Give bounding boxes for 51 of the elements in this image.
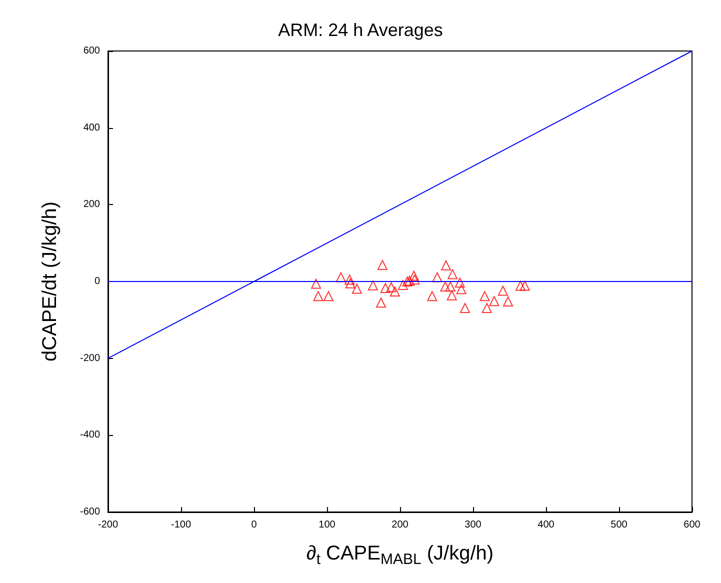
point	[352, 284, 362, 294]
point	[454, 278, 465, 288]
y-tick-label: 200	[83, 199, 100, 210]
point	[313, 291, 324, 302]
x-tick-label: 400	[538, 520, 555, 530]
point	[386, 282, 396, 292]
point	[482, 303, 492, 314]
y-tick-label: 400	[83, 122, 100, 134]
point	[376, 298, 386, 308]
x-tick-label: 0	[251, 520, 258, 530]
point	[377, 260, 388, 270]
point	[480, 291, 490, 302]
y-tick-label: 600	[83, 46, 100, 56]
point	[456, 284, 466, 294]
x-tick-label: 200	[392, 520, 409, 530]
x-tick-label: 500	[610, 520, 628, 530]
point	[390, 286, 400, 296]
point	[440, 281, 450, 292]
x-tick-label: -200	[98, 520, 118, 530]
y-tick-label: -200	[80, 352, 100, 364]
point	[345, 278, 356, 288]
point	[432, 272, 442, 282]
point	[460, 303, 470, 314]
point	[344, 274, 355, 285]
point	[520, 280, 530, 291]
point	[446, 290, 457, 300]
point	[368, 280, 378, 290]
point	[448, 269, 458, 280]
point	[489, 296, 500, 306]
x-tick-label: 600	[684, 520, 701, 530]
point	[445, 281, 456, 292]
y-tick-label: -400	[80, 430, 100, 441]
point	[427, 291, 438, 302]
point	[440, 260, 451, 270]
point	[398, 280, 408, 290]
point	[410, 274, 420, 285]
point	[515, 280, 526, 291]
x-tick-label: 100	[318, 520, 336, 530]
point	[311, 278, 322, 289]
point	[408, 270, 419, 281]
point	[323, 291, 334, 302]
y-tick-label: -600	[80, 506, 100, 518]
x-tick-label: -100	[170, 520, 192, 530]
y-axis-title: dCAPE/dt (J/kg/h)	[39, 201, 61, 362]
y-tick-label: 0	[94, 276, 100, 287]
point	[336, 272, 346, 282]
chart-title: ARM: 24 h Averages	[278, 20, 443, 40]
point	[503, 296, 514, 306]
point	[498, 286, 508, 296]
point	[380, 283, 390, 294]
x-tick-label: 300	[464, 520, 482, 530]
